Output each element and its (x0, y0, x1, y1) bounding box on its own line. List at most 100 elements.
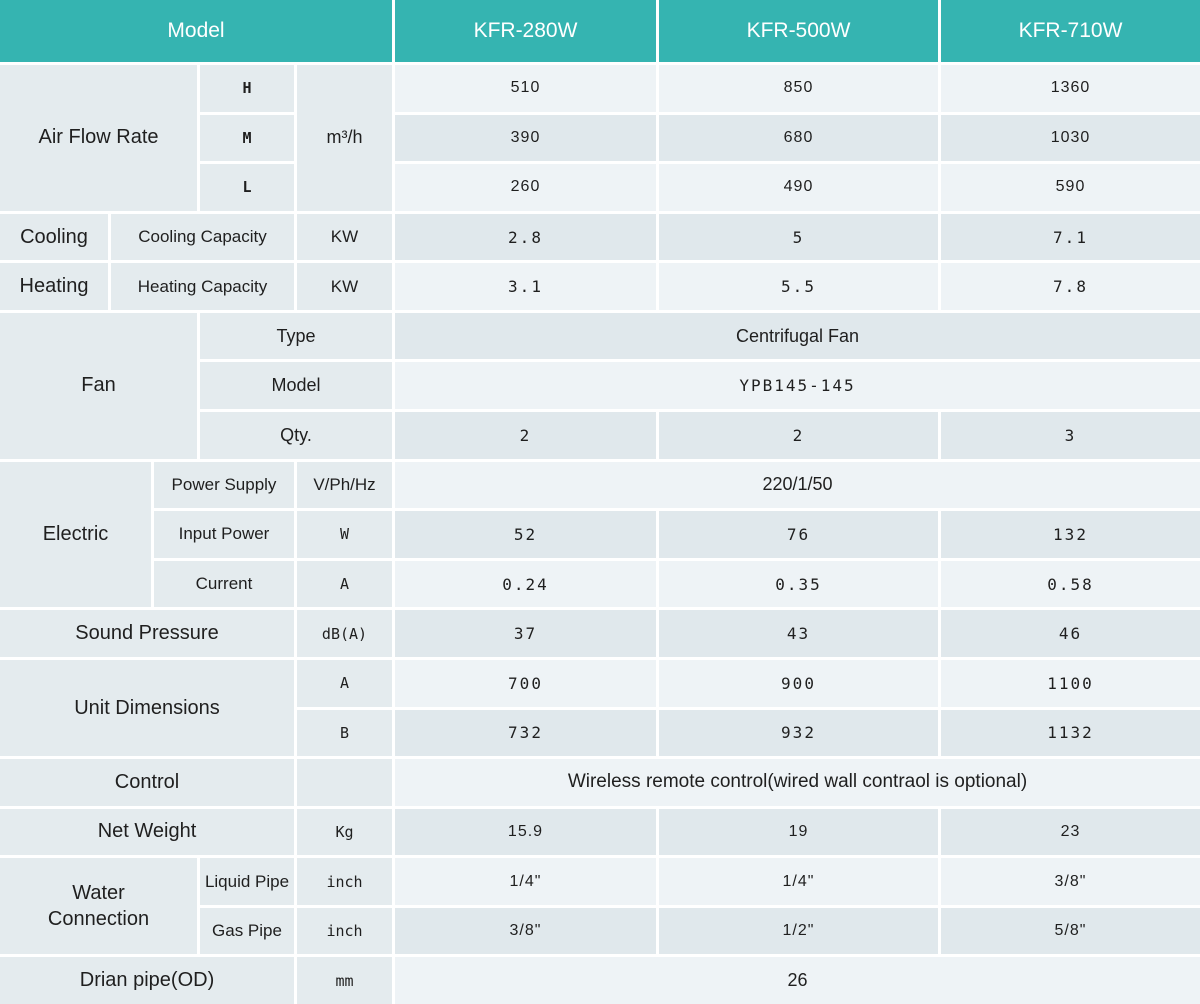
value-heating-kfr710w-text: 7.8 (1053, 277, 1088, 297)
value-fan-qty-kfr500w: 2 (659, 412, 938, 459)
value-airflow-l-kfr500w-text: 490 (783, 178, 814, 196)
value-airflow-m-kfr280w: 390 (395, 114, 656, 162)
value-sound-kfr500w-text: 43 (786, 624, 811, 644)
value-liquid-kfr280w-text: 1/4" (509, 872, 542, 890)
value-heating-kfr710w: 7.8 (941, 263, 1200, 310)
section-electric: Electric (0, 461, 151, 608)
sublabel-liquid-pipe: Liquid Pipe (200, 858, 294, 905)
section-net-weight: Net Weight (0, 808, 294, 856)
sublabel-power-supply: Power Supply (154, 461, 294, 509)
value-airflow-h-kfr500w: 850 (659, 65, 938, 112)
value-gas-kfr500w-text: 1/2" (782, 922, 815, 940)
unit-inch-gas: inch (297, 907, 392, 955)
sublabel-fan-model: Model (200, 362, 392, 410)
sublabel-input-power-text: Input Power (178, 524, 270, 544)
unit-m3-h: m³/h (297, 65, 392, 211)
value-heating-kfr500w: 5.5 (659, 263, 938, 310)
value-airflow-h-kfr500w-text: 850 (783, 79, 814, 97)
unit-kw-heating-text: KW (330, 276, 359, 296)
value-cooling-kfr280w-text: 2.8 (508, 227, 543, 247)
value-fan-type-text: Centrifugal Fan (735, 325, 860, 346)
unit-inch-liquid-text: inch (326, 872, 363, 891)
value-current-kfr280w: 0.24 (395, 560, 656, 608)
unit-inch-liquid: inch (297, 858, 392, 905)
value-gas-kfr280w-text: 3/8" (509, 922, 542, 940)
sublabel-fan-model-text: Model (271, 375, 321, 396)
value-dim-a-kfr280w: 700 (395, 659, 656, 707)
value-airflow-m-kfr710w: 1030 (941, 114, 1200, 162)
value-cooling-kfr710w: 7.1 (941, 213, 1200, 261)
value-fan-type: Centrifugal Fan (395, 312, 1200, 360)
section-control: Control (0, 759, 294, 806)
value-dim-b-kfr500w: 932 (659, 709, 938, 757)
sublabel-fan-type-text: Type (276, 325, 316, 346)
value-airflow-l-kfr280w-text: 260 (510, 178, 541, 196)
sublabel-m: M (200, 114, 294, 162)
value-input-power-kfr500w-text: 76 (786, 524, 811, 544)
value-drain-pipe: 26 (395, 957, 1200, 1004)
value-dim-b-kfr710w-text: 1132 (1047, 723, 1094, 743)
value-airflow-m-kfr500w-text: 680 (783, 128, 814, 146)
value-sound-kfr710w: 46 (941, 610, 1200, 657)
unit-kw-heating: KW (297, 263, 392, 310)
unit-v-ph-hz-text: V/Ph/Hz (313, 474, 376, 494)
value-liquid-kfr500w-text: 1/4" (782, 872, 815, 890)
value-control: Wireless remote control(wired wall contr… (395, 759, 1200, 806)
sublabel-heating-capacity: Heating Capacity (111, 263, 294, 310)
sublabel-l: L (200, 164, 294, 211)
value-input-power-kfr710w-text: 132 (1053, 524, 1088, 544)
value-current-kfr710w: 0.58 (941, 560, 1200, 608)
value-dim-b-kfr280w-text: 732 (508, 723, 543, 743)
section-air-flow-rate: Air Flow Rate (0, 65, 197, 211)
value-airflow-h-kfr280w-text: 510 (510, 79, 541, 97)
section-unit-dimensions-text: Unit Dimensions (74, 696, 220, 719)
value-current-kfr280w-text: 0.24 (502, 574, 549, 594)
header-kfr-500w-text: KFR-500W (746, 19, 851, 42)
value-sound-kfr500w: 43 (659, 610, 938, 657)
sublabel-l-text: L (242, 178, 252, 197)
unit-db-a: dB(A) (297, 610, 392, 657)
section-fan: Fan (0, 312, 197, 459)
value-weight-kfr710w-text: 23 (1060, 822, 1081, 840)
section-control-text: Control (114, 770, 180, 793)
value-airflow-l-kfr710w-text: 590 (1055, 178, 1086, 196)
value-gas-kfr500w: 1/2" (659, 907, 938, 955)
unit-kw-cooling-text: KW (330, 227, 359, 247)
header-kfr-280w: KFR-280W (395, 0, 656, 62)
section-air-flow-rate-text: Air Flow Rate (38, 126, 159, 149)
section-heating: Heating (0, 263, 108, 310)
value-cooling-kfr710w-text: 7.1 (1053, 227, 1088, 247)
value-cooling-kfr500w: 5 (659, 213, 938, 261)
value-airflow-h-kfr710w-text: 1360 (1050, 79, 1091, 97)
section-heating-text: Heating (19, 275, 89, 298)
sublabel-heating-capacity-text: Heating Capacity (137, 276, 268, 296)
section-cooling-text: Cooling (20, 225, 88, 248)
sublabel-current: Current (154, 560, 294, 608)
unit-db-a-text: dB(A) (321, 624, 368, 643)
value-current-kfr710w-text: 0.58 (1047, 574, 1094, 594)
section-water-connection-text: Water Connection (47, 882, 150, 931)
sublabel-liquid-pipe-text: Liquid Pipe (204, 871, 290, 891)
value-input-power-kfr280w: 52 (395, 511, 656, 558)
value-fan-qty-kfr710w: 3 (941, 412, 1200, 459)
unit-kg-text: Kg (335, 822, 354, 841)
unit-inch-gas-text: inch (326, 922, 363, 941)
value-current-kfr500w: 0.35 (659, 560, 938, 608)
sublabel-fan-type: Type (200, 312, 392, 360)
header-model-text: Model (167, 19, 225, 42)
value-weight-kfr500w: 19 (659, 808, 938, 856)
value-heating-kfr280w-text: 3.1 (508, 277, 543, 297)
sublabel-dim-b-text: B (339, 723, 350, 742)
value-fan-model: YPB145-145 (395, 362, 1200, 410)
value-fan-qty-kfr280w-text: 2 (519, 425, 532, 445)
section-cooling: Cooling (0, 213, 108, 261)
value-airflow-h-kfr710w: 1360 (941, 65, 1200, 112)
section-sound-pressure: Sound Pressure (0, 610, 294, 657)
value-liquid-kfr710w: 3/8" (941, 858, 1200, 905)
value-airflow-m-kfr710w-text: 1030 (1050, 128, 1091, 146)
header-model: Model (0, 0, 392, 62)
value-dim-a-kfr710w: 1100 (941, 659, 1200, 707)
value-airflow-l-kfr280w: 260 (395, 164, 656, 211)
value-gas-kfr280w: 3/8" (395, 907, 656, 955)
section-water-connection: Water Connection (0, 858, 197, 955)
